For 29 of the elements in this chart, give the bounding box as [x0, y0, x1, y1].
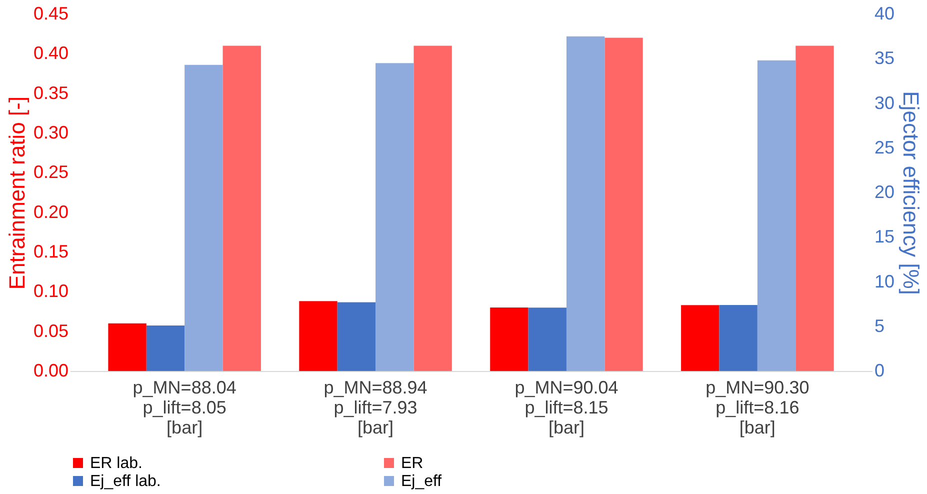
y2-tick-label: 25 — [874, 137, 895, 158]
legend-label: Ej_eff lab. — [90, 473, 161, 490]
legend-label: Ej_eff — [401, 473, 442, 490]
x-tick-label: p_MN=90.30 p_lift=8.16 [bar] — [706, 378, 810, 438]
y2-tick-label: 5 — [874, 316, 885, 336]
y-tick-label: 0.00 — [33, 360, 68, 380]
y-tick-label: 0.30 — [33, 122, 68, 142]
y-tick-label: 0.10 — [33, 281, 68, 302]
y2-tick-label: 0 — [874, 360, 885, 380]
y-tick-label: 0.35 — [33, 82, 68, 103]
x-tick-label: p_MN=88.94 p_lift=7.93 [bar] — [324, 378, 428, 438]
y2-tick-label: 30 — [874, 92, 895, 113]
x-tick-label: p_MN=90.04 p_lift=8.15 [bar] — [514, 378, 618, 438]
y2-tick-label: 20 — [874, 182, 895, 202]
y-axis-title: Entrainment ratio [-] — [4, 96, 30, 290]
y2-tick-label: 35 — [874, 48, 895, 68]
x-tick-label: p_MN=88.04 p_lift=8.05 [bar] — [132, 378, 236, 438]
y-tick-label: 0.40 — [33, 43, 68, 64]
y-tick-label: 0.05 — [33, 320, 68, 341]
legend-label: ER — [401, 455, 424, 472]
y2-tick-label: 40 — [874, 4, 895, 24]
y2-tick-label: 10 — [874, 271, 895, 292]
y-tick-label: 0.20 — [33, 202, 68, 222]
y2-axis-title: Ejector efficiency [%] — [898, 91, 924, 295]
legend-label: ER lab. — [90, 455, 142, 472]
y-tick-label: 0.45 — [33, 4, 68, 24]
y-tick-label: 0.25 — [33, 162, 68, 182]
y-tick-label: 0.15 — [33, 242, 68, 262]
y2-tick-label: 15 — [874, 226, 895, 247]
